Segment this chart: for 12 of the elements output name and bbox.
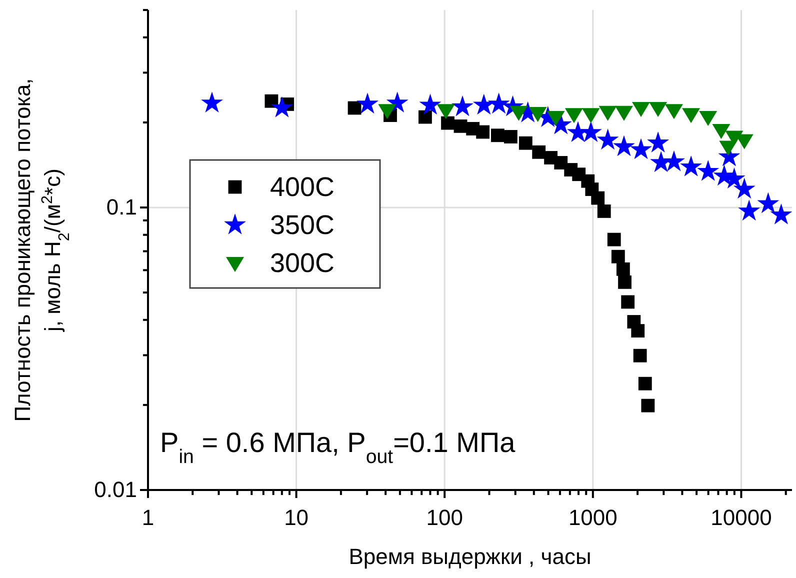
- legend-label: 350C: [270, 210, 335, 240]
- legend-label: 300C: [270, 248, 335, 278]
- x-tick-label: 10000: [710, 505, 772, 530]
- x-tick-label: 1: [142, 505, 154, 530]
- legend-label: 400C: [270, 172, 335, 202]
- x-axis-title: Время выдержки , часы: [348, 544, 592, 569]
- x-tick-label: 1000: [568, 505, 618, 530]
- x-tick-label: 100: [426, 505, 463, 530]
- y-tick-label: 0.01: [94, 477, 137, 502]
- x-tick-label: 10: [284, 505, 309, 530]
- y-tick-label: 0.1: [106, 194, 137, 220]
- annotation: P$_{in}$ = 0.6 МПа, P$_{out}$=0.1 МПа: [160, 427, 516, 468]
